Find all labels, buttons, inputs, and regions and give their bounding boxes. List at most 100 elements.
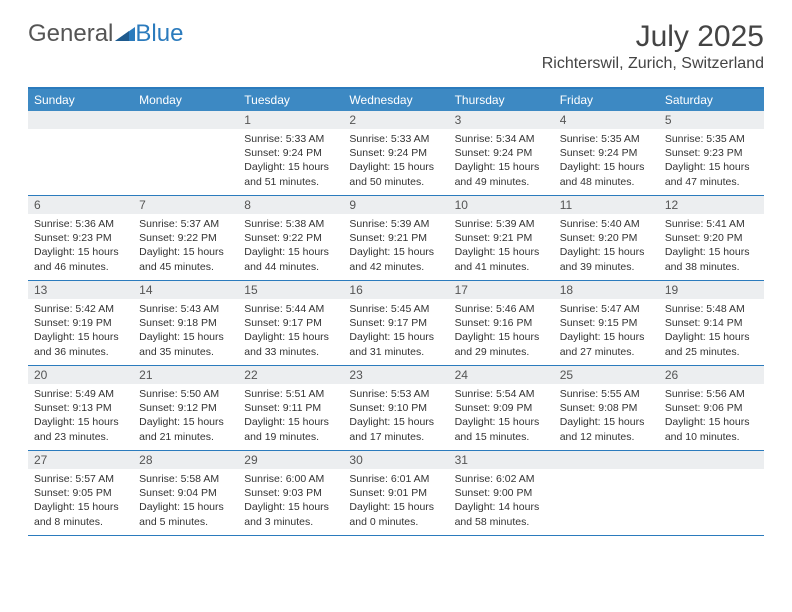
day-details: Sunrise: 5:53 AMSunset: 9:10 PMDaylight:… <box>343 384 448 450</box>
day-number: 3 <box>449 111 554 129</box>
day-detail-line: and 39 minutes. <box>560 260 653 274</box>
day-details: Sunrise: 5:51 AMSunset: 9:11 PMDaylight:… <box>238 384 343 450</box>
day-detail-line: Daylight: 15 hours <box>560 330 653 344</box>
day-cell: 5 Sunrise: 5:35 AMSunset: 9:23 PMDaylight… <box>659 111 764 195</box>
day-detail-line: Sunset: 9:18 PM <box>139 316 232 330</box>
weekday-monday: Monday <box>133 89 238 111</box>
day-number: 29 <box>238 451 343 469</box>
day-detail-line: and 8 minutes. <box>34 515 127 529</box>
day-detail-line: Sunrise: 5:58 AM <box>139 472 232 486</box>
day-detail-line: Sunrise: 6:00 AM <box>244 472 337 486</box>
day-cell <box>133 111 238 195</box>
day-detail-line: Sunset: 9:24 PM <box>455 146 548 160</box>
day-detail-line: and 45 minutes. <box>139 260 232 274</box>
day-cell: 17Sunrise: 5:46 AMSunset: 9:16 PMDayligh… <box>449 281 554 365</box>
day-cell: 23Sunrise: 5:53 AMSunset: 9:10 PMDayligh… <box>343 366 448 450</box>
day-cell: 6Sunrise: 5:36 AMSunset: 9:23 PMDaylight… <box>28 196 133 280</box>
day-cell <box>554 451 659 535</box>
day-detail-line: Sunrise: 5:47 AM <box>560 302 653 316</box>
day-detail-line: Daylight: 15 hours <box>244 245 337 259</box>
day-details: Sunrise: 5:38 AMSunset: 9:22 PMDaylight:… <box>238 214 343 280</box>
day-detail-line: Sunrise: 5:33 AM <box>349 132 442 146</box>
day-detail-line: and 12 minutes. <box>560 430 653 444</box>
day-detail-line: Sunset: 9:13 PM <box>34 401 127 415</box>
day-detail-line: and 50 minutes. <box>349 175 442 189</box>
logo-triangle-icon <box>115 20 135 48</box>
day-number: 13 <box>28 281 133 299</box>
day-detail-line: Sunrise: 5:33 AM <box>244 132 337 146</box>
day-detail-line: Sunrise: 5:35 AM <box>665 132 758 146</box>
day-details: Sunrise: 6:02 AMSunset: 9:00 PMDaylight:… <box>449 469 554 535</box>
day-detail-line: and 42 minutes. <box>349 260 442 274</box>
day-detail-line: Sunset: 9:24 PM <box>349 146 442 160</box>
day-details: Sunrise: 5:44 AMSunset: 9:17 PMDaylight:… <box>238 299 343 365</box>
day-detail-line: Sunrise: 5:41 AM <box>665 217 758 231</box>
day-details: Sunrise: 5:39 AMSunset: 9:21 PMDaylight:… <box>343 214 448 280</box>
day-detail-line: Sunset: 9:22 PM <box>244 231 337 245</box>
day-number: 23 <box>343 366 448 384</box>
day-detail-line: Sunset: 9:09 PM <box>455 401 548 415</box>
day-number: 8 <box>238 196 343 214</box>
day-detail-line: Daylight: 15 hours <box>665 160 758 174</box>
day-details: Sunrise: 5:35 AMSunset: 9:24 PMDaylight:… <box>554 129 659 195</box>
day-cell: 2Sunrise: 5:33 AMSunset: 9:24 PMDaylight… <box>343 111 448 195</box>
day-details: Sunrise: 5:33 AMSunset: 9:24 PMDaylight:… <box>343 129 448 195</box>
day-cell: 3Sunrise: 5:34 AMSunset: 9:24 PMDaylight… <box>449 111 554 195</box>
day-detail-line: Daylight: 15 hours <box>349 245 442 259</box>
day-detail-line: Daylight: 15 hours <box>244 500 337 514</box>
day-details: Sunrise: 5:36 AMSunset: 9:23 PMDaylight:… <box>28 214 133 280</box>
day-number <box>659 451 764 469</box>
day-details: Sunrise: 5:50 AMSunset: 9:12 PMDaylight:… <box>133 384 238 450</box>
day-number: 17 <box>449 281 554 299</box>
day-number: 6 <box>28 196 133 214</box>
day-number: 14 <box>133 281 238 299</box>
day-detail-line: and 19 minutes. <box>244 430 337 444</box>
day-detail-line: and 49 minutes. <box>455 175 548 189</box>
day-cell: 19Sunrise: 5:48 AMSunset: 9:14 PMDayligh… <box>659 281 764 365</box>
day-cell: 20Sunrise: 5:49 AMSunset: 9:13 PMDayligh… <box>28 366 133 450</box>
day-detail-line: Daylight: 15 hours <box>665 415 758 429</box>
day-detail-line: Sunrise: 5:37 AM <box>139 217 232 231</box>
day-detail-line: Sunset: 9:24 PM <box>560 146 653 160</box>
week-row: 6Sunrise: 5:36 AMSunset: 9:23 PMDaylight… <box>28 196 764 281</box>
day-detail-line: and 21 minutes. <box>139 430 232 444</box>
weekday-header-row: Sunday Monday Tuesday Wednesday Thursday… <box>28 89 764 111</box>
day-detail-line: Daylight: 15 hours <box>139 500 232 514</box>
day-detail-line: Sunrise: 5:48 AM <box>665 302 758 316</box>
day-cell: 12Sunrise: 5:41 AMSunset: 9:20 PMDayligh… <box>659 196 764 280</box>
logo-text-blue: Blue <box>135 20 183 48</box>
day-detail-line: Daylight: 15 hours <box>455 415 548 429</box>
day-detail-line: Sunset: 9:16 PM <box>455 316 548 330</box>
day-detail-line: Sunset: 9:23 PM <box>34 231 127 245</box>
day-detail-line: Sunrise: 5:40 AM <box>560 217 653 231</box>
day-cell: 1Sunrise: 5:33 AMSunset: 9:24 PMDaylight… <box>238 111 343 195</box>
day-detail-line: and 29 minutes. <box>455 345 548 359</box>
day-cell: 28Sunrise: 5:58 AMSunset: 9:04 PMDayligh… <box>133 451 238 535</box>
day-cell: 29Sunrise: 6:00 AMSunset: 9:03 PMDayligh… <box>238 451 343 535</box>
logo-text-general: General <box>28 20 113 48</box>
day-detail-line: Sunrise: 5:51 AM <box>244 387 337 401</box>
day-detail-line: and 46 minutes. <box>34 260 127 274</box>
day-cell: 31Sunrise: 6:02 AMSunset: 9:00 PMDayligh… <box>449 451 554 535</box>
day-detail-line: and 27 minutes. <box>560 345 653 359</box>
day-detail-line: Sunset: 9:15 PM <box>560 316 653 330</box>
day-detail-line: Sunset: 9:23 PM <box>665 146 758 160</box>
day-detail-line: Sunrise: 5:49 AM <box>34 387 127 401</box>
day-detail-line: and 35 minutes. <box>139 345 232 359</box>
day-number: 21 <box>133 366 238 384</box>
day-detail-line: Daylight: 15 hours <box>244 415 337 429</box>
day-number: 5 <box>659 111 764 129</box>
day-detail-line: Sunrise: 5:46 AM <box>455 302 548 316</box>
day-detail-line: Sunrise: 5:39 AM <box>349 217 442 231</box>
day-detail-line: Sunrise: 5:57 AM <box>34 472 127 486</box>
day-details: Sunrise: 5:39 AMSunset: 9:21 PMDaylight:… <box>449 214 554 280</box>
day-detail-line: Daylight: 15 hours <box>139 415 232 429</box>
day-cell <box>28 111 133 195</box>
day-cell: 10Sunrise: 5:39 AMSunset: 9:21 PMDayligh… <box>449 196 554 280</box>
day-cell: 21Sunrise: 5:50 AMSunset: 9:12 PMDayligh… <box>133 366 238 450</box>
day-detail-line: and 33 minutes. <box>244 345 337 359</box>
day-cell: 25Sunrise: 5:55 AMSunset: 9:08 PMDayligh… <box>554 366 659 450</box>
day-cell: 14Sunrise: 5:43 AMSunset: 9:18 PMDayligh… <box>133 281 238 365</box>
day-number: 31 <box>449 451 554 469</box>
day-details: Sunrise: 5:40 AMSunset: 9:20 PMDaylight:… <box>554 214 659 280</box>
